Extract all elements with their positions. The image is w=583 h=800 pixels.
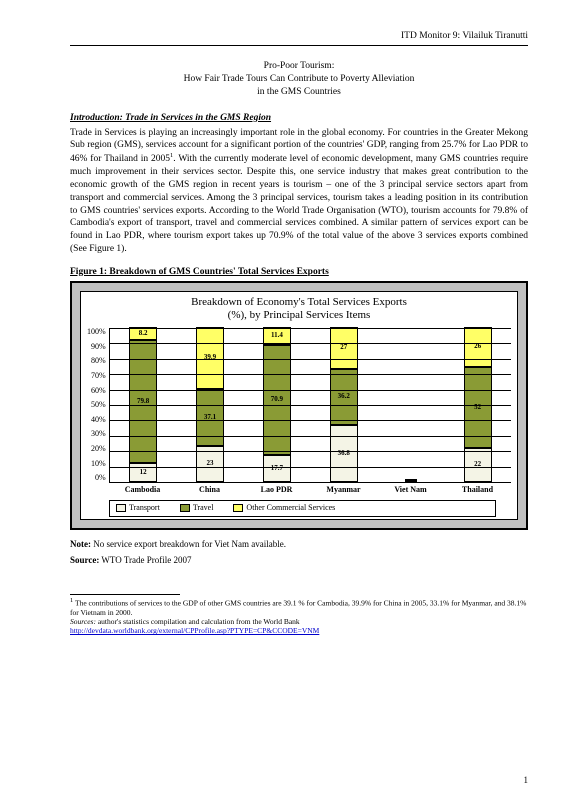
legend-other: Other Commercial Services	[233, 503, 335, 514]
chart-title: Breakdown of Economy's Total Services Ex…	[87, 296, 511, 322]
figure-caption: Figure 1: Breakdown of GMS Countries' To…	[70, 266, 528, 279]
legend-travel: Travel	[180, 503, 214, 514]
y-tick: 60%	[87, 387, 106, 396]
grid-line	[110, 343, 511, 344]
footnote-line1: The contributions of services to the GDP…	[70, 598, 526, 616]
chart-title-1: Breakdown of Economy's Total Services Ex…	[191, 296, 407, 308]
footnote: 1 The contributions of services to the G…	[70, 597, 528, 636]
seg-transport: 36.8	[330, 425, 358, 482]
grid-line	[110, 390, 511, 391]
seg-transport: 22	[464, 448, 492, 482]
x-label: Cambodia	[109, 483, 176, 496]
y-tick: 30%	[87, 430, 106, 439]
grid-line	[110, 405, 511, 406]
source-label: Source:	[70, 555, 99, 565]
chart-container: Breakdown of Economy's Total Services Ex…	[70, 281, 528, 530]
note-line: Note: No service export breakdown for Vi…	[70, 538, 528, 550]
legend-label-other: Other Commercial Services	[246, 503, 335, 514]
y-tick: 80%	[87, 357, 106, 366]
x-axis-labels: CambodiaChinaLao PDRMyanmarViet NamThail…	[109, 483, 511, 496]
plot-wrap: 100%90%80%70%60%50%40%30%20%10%0% 1279.8…	[87, 328, 511, 483]
footnote-sources-text: author's statistics compilation and calc…	[96, 617, 300, 626]
y-tick: 0%	[87, 474, 106, 483]
footnote-separator	[70, 594, 180, 595]
y-tick: 10%	[87, 460, 106, 469]
title-line1: Pro-Poor Tourism:	[70, 60, 528, 73]
seg-other: 26	[464, 327, 492, 367]
divider-top	[70, 45, 528, 46]
seg-travel: 37.1	[196, 389, 224, 447]
y-axis: 100% 90% 80% 70% 60% 50% 40% 30% 20% 10% 0%	[87, 328, 109, 483]
legend-label-travel: Travel	[193, 503, 214, 514]
grid-line	[110, 328, 511, 329]
title-line3: in the GMS Countries	[70, 86, 528, 99]
intro-heading: Introduction: Trade in Services in the G…	[70, 112, 528, 125]
y-tick: 100%	[87, 328, 106, 337]
y-tick: 90%	[87, 343, 106, 352]
note-text: No service export breakdown for Viet Nam…	[91, 539, 286, 549]
seg-other: 11.4	[263, 327, 291, 345]
x-label: Lao PDR	[243, 483, 310, 496]
grid-line	[110, 374, 511, 375]
seg-transport: 17.7	[263, 455, 291, 482]
swatch-transport	[116, 504, 126, 512]
y-tick: 40%	[87, 416, 106, 425]
swatch-travel	[180, 504, 190, 512]
y-tick: 20%	[87, 445, 106, 454]
grid-line	[110, 436, 511, 437]
source-text: WTO Trade Profile 2007	[99, 555, 191, 565]
title-block: Pro-Poor Tourism: How Fair Trade Tours C…	[70, 60, 528, 100]
source-line: Source: WTO Trade Profile 2007	[70, 554, 528, 566]
grid-line	[110, 420, 511, 421]
bar	[397, 479, 425, 482]
x-label: Viet Nam	[377, 483, 444, 496]
grid-line	[110, 359, 511, 360]
chart-title-2: (%), by Principal Services Items	[228, 309, 371, 321]
title-line2: How Fair Trade Tours Can Contribute to P…	[70, 73, 528, 86]
swatch-other	[233, 504, 243, 512]
legend-transport: Transport	[116, 503, 160, 514]
note-label: Note:	[70, 539, 91, 549]
footnote-url[interactable]: http://devdata.worldbank.org/external/CP…	[70, 626, 319, 635]
grid-line	[110, 467, 511, 468]
intro-body-b: . With the currently moderate level of e…	[70, 154, 528, 254]
no-data-marker	[405, 479, 417, 482]
x-label: China	[176, 483, 243, 496]
y-tick: 50%	[87, 401, 106, 410]
legend-label-transport: Transport	[129, 503, 160, 514]
seg-travel: 36.2	[330, 369, 358, 425]
x-label: Thailand	[444, 483, 511, 496]
y-tick: 70%	[87, 372, 106, 381]
plot-area: 1279.88.22337.139.917.770.911.436.836.22…	[109, 328, 511, 483]
grid-line	[110, 451, 511, 452]
header-right: ITD Monitor 9: Vilailuk Tiranutti	[70, 30, 528, 43]
legend: Transport Travel Other Commercial Servic…	[109, 500, 496, 517]
x-label: Myanmar	[310, 483, 377, 496]
chart-inner: Breakdown of Economy's Total Services Ex…	[80, 291, 518, 520]
seg-other: 27	[330, 327, 358, 369]
footnote-sources-label: Sources:	[70, 617, 96, 626]
page-number: 1	[524, 774, 529, 786]
intro-paragraph: Trade in Services is playing an increasi…	[70, 127, 528, 256]
seg-travel: 70.9	[263, 345, 291, 455]
